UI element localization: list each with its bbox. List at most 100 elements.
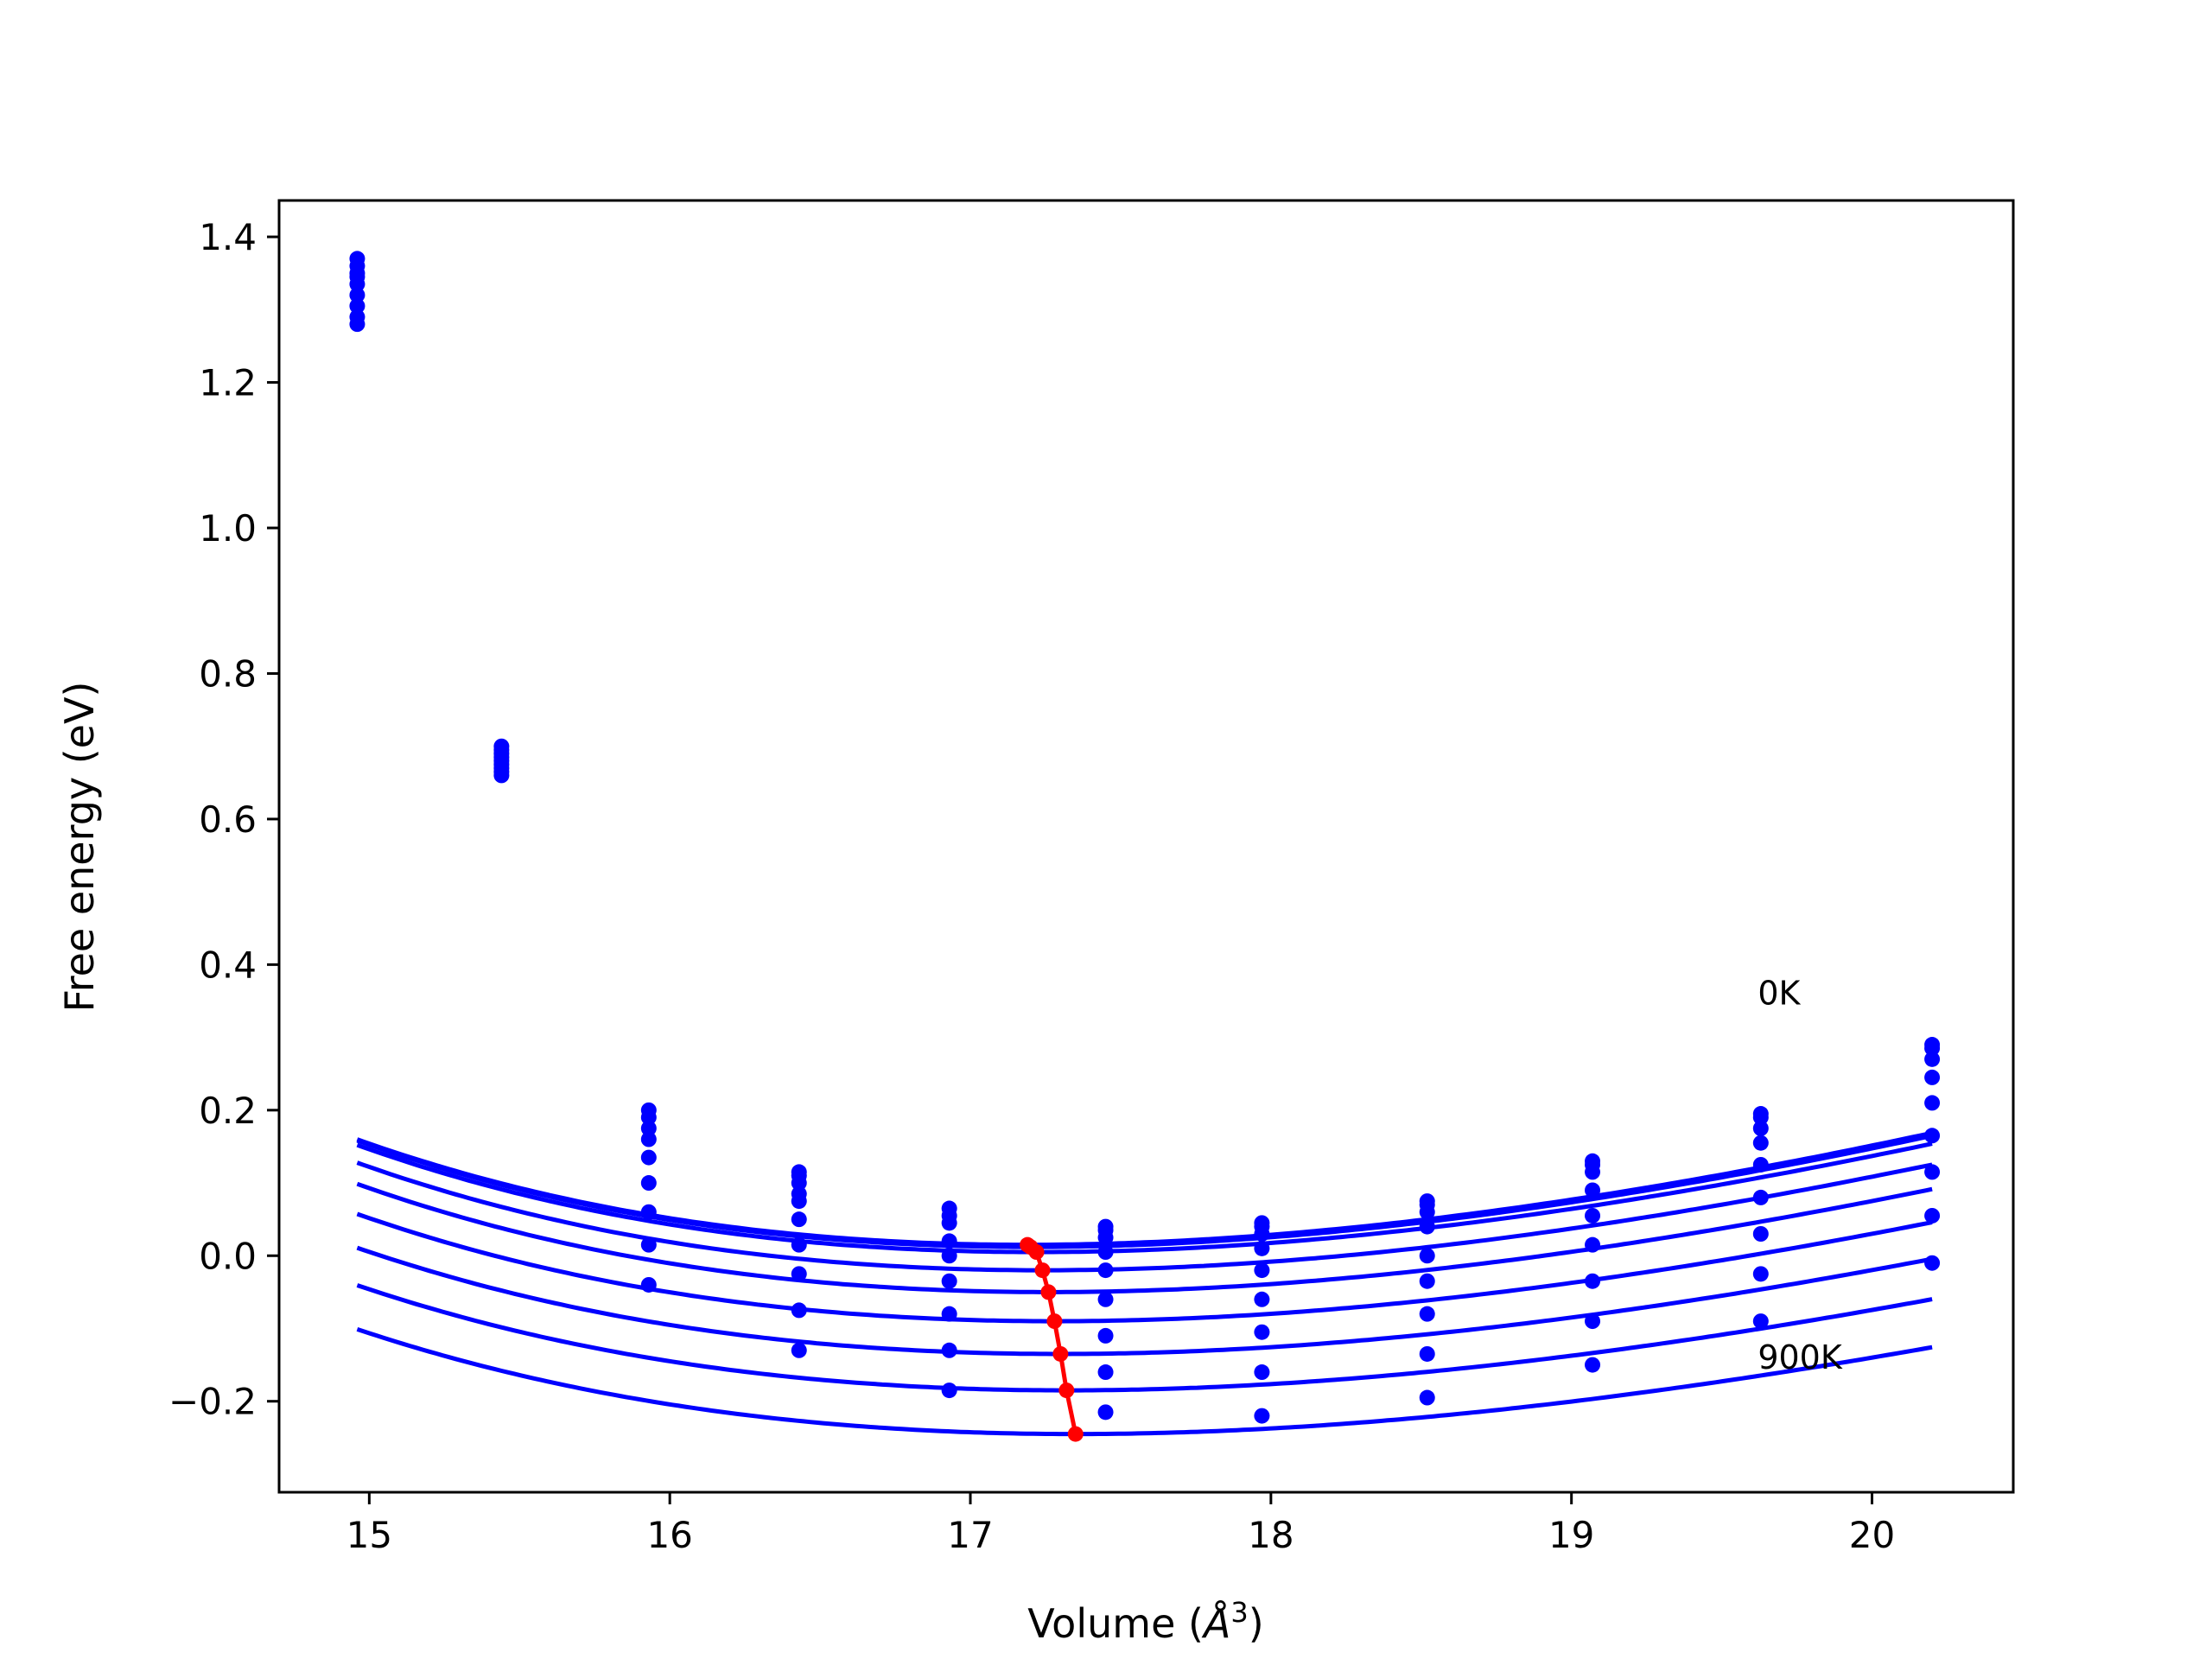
data-point: [1924, 1069, 1941, 1085]
data-point: [640, 1236, 657, 1253]
x-tick-label: 17: [947, 1514, 993, 1556]
data-point: [1585, 1313, 1601, 1330]
data-point: [1924, 1051, 1941, 1067]
data-point: [941, 1248, 957, 1264]
fit-curve: [356, 1283, 1933, 1393]
data-point: [349, 298, 365, 315]
data-point: [640, 1276, 657, 1293]
data-point: [1419, 1204, 1435, 1220]
curve-group: [356, 1130, 1933, 1437]
minimum-point: [1058, 1382, 1075, 1399]
data-point: [1585, 1207, 1601, 1224]
data-point: [1419, 1248, 1435, 1264]
minimum-point: [1052, 1345, 1069, 1362]
data-point: [1254, 1364, 1270, 1381]
data-point: [640, 1109, 657, 1126]
data-point: [1924, 1128, 1941, 1144]
data-point: [640, 1149, 657, 1166]
fit-curve: [356, 1141, 1933, 1255]
data-point: [1585, 1182, 1601, 1198]
x-tick-label: 20: [1849, 1514, 1895, 1556]
y-tick-label: 1.0: [199, 507, 257, 550]
data-point: [1752, 1109, 1769, 1126]
data-point: [941, 1342, 957, 1358]
curve-annotation: 900K: [1758, 1338, 1843, 1376]
y-tick-label: 1.4: [199, 216, 257, 258]
data-point: [1254, 1291, 1270, 1307]
data-point: [941, 1306, 957, 1322]
data-point: [1752, 1266, 1769, 1282]
minimum-point: [1040, 1284, 1057, 1300]
x-axis: 15 16 17 18 19 20: [346, 1492, 1895, 1556]
data-point: [640, 1175, 657, 1192]
data-point: [1924, 1255, 1941, 1271]
data-point: [1097, 1291, 1114, 1307]
data-point: [1097, 1244, 1114, 1261]
x-axis-label: Volume (Å3): [1027, 1596, 1263, 1647]
y-tick-label: −0.2: [168, 1381, 257, 1423]
data-point: [640, 1204, 657, 1220]
data-point: [1752, 1135, 1769, 1151]
fit-curve: [356, 1181, 1933, 1294]
data-point: [1097, 1327, 1114, 1344]
minimum-point: [1067, 1426, 1084, 1442]
minimum-point: [1028, 1244, 1045, 1261]
data-point: [791, 1211, 807, 1228]
data-point: [640, 1120, 657, 1136]
x-tick-label: 15: [346, 1514, 392, 1556]
fit-curve: [356, 1327, 1933, 1437]
data-point: [1752, 1226, 1769, 1242]
data-point: [1254, 1262, 1270, 1279]
y-tick-label: 0.4: [199, 944, 257, 986]
data-point: [791, 1266, 807, 1282]
data-point: [791, 1175, 807, 1192]
fit-curve: [356, 1134, 1933, 1249]
data-point: [349, 287, 365, 303]
y-tick-label: 0.2: [199, 1090, 257, 1132]
data-point: [1752, 1313, 1769, 1330]
minimum-point: [1034, 1262, 1051, 1279]
data-point: [941, 1382, 957, 1399]
x-tick-label: 18: [1248, 1514, 1294, 1556]
y-tick-label: 0.8: [199, 652, 257, 695]
data-point: [1924, 1040, 1941, 1057]
data-point: [1924, 1164, 1941, 1180]
data-point: [941, 1215, 957, 1231]
data-point: [1585, 1164, 1601, 1180]
data-point: [349, 276, 365, 292]
fit-curve: [356, 1160, 1933, 1273]
data-point: [1752, 1189, 1769, 1205]
x-tick-label: 19: [1548, 1514, 1594, 1556]
y-tick-label: 1.2: [199, 362, 257, 404]
data-point: [1419, 1345, 1435, 1362]
minimum-trace-group: [1020, 1236, 1084, 1442]
data-point: [1752, 1120, 1769, 1136]
data-point: [1419, 1273, 1435, 1289]
data-point: [1924, 1095, 1941, 1111]
data-point: [791, 1342, 807, 1358]
data-point: [1924, 1207, 1941, 1224]
data-point: [1752, 1156, 1769, 1173]
fit-curve: [356, 1211, 1933, 1324]
data-point: [1097, 1262, 1114, 1279]
data-point: [349, 316, 365, 333]
annotation-group: 0K 900K: [1758, 975, 1843, 1376]
data-point: [1254, 1226, 1270, 1242]
point-group: [349, 251, 1941, 1424]
data-point: [640, 1131, 657, 1147]
fit-curve: [356, 1245, 1933, 1357]
data-point: [1585, 1357, 1601, 1373]
plot-frame: [277, 199, 2015, 1494]
data-point: [1097, 1230, 1114, 1246]
curve-annotation: 0K: [1758, 975, 1801, 1013]
data-point: [1419, 1389, 1435, 1406]
y-axis-label: Free energy (eV): [56, 682, 103, 1013]
data-point: [941, 1233, 957, 1249]
y-tick-label: 0.6: [199, 798, 257, 841]
y-axis: 1.4 1.2 1.0 0.8 0.6 0.4 0.2 0.0 −0.2: [168, 216, 279, 1423]
y-tick-label: 0.0: [199, 1235, 257, 1277]
data-point: [1419, 1218, 1435, 1235]
data-point: [1254, 1408, 1270, 1424]
